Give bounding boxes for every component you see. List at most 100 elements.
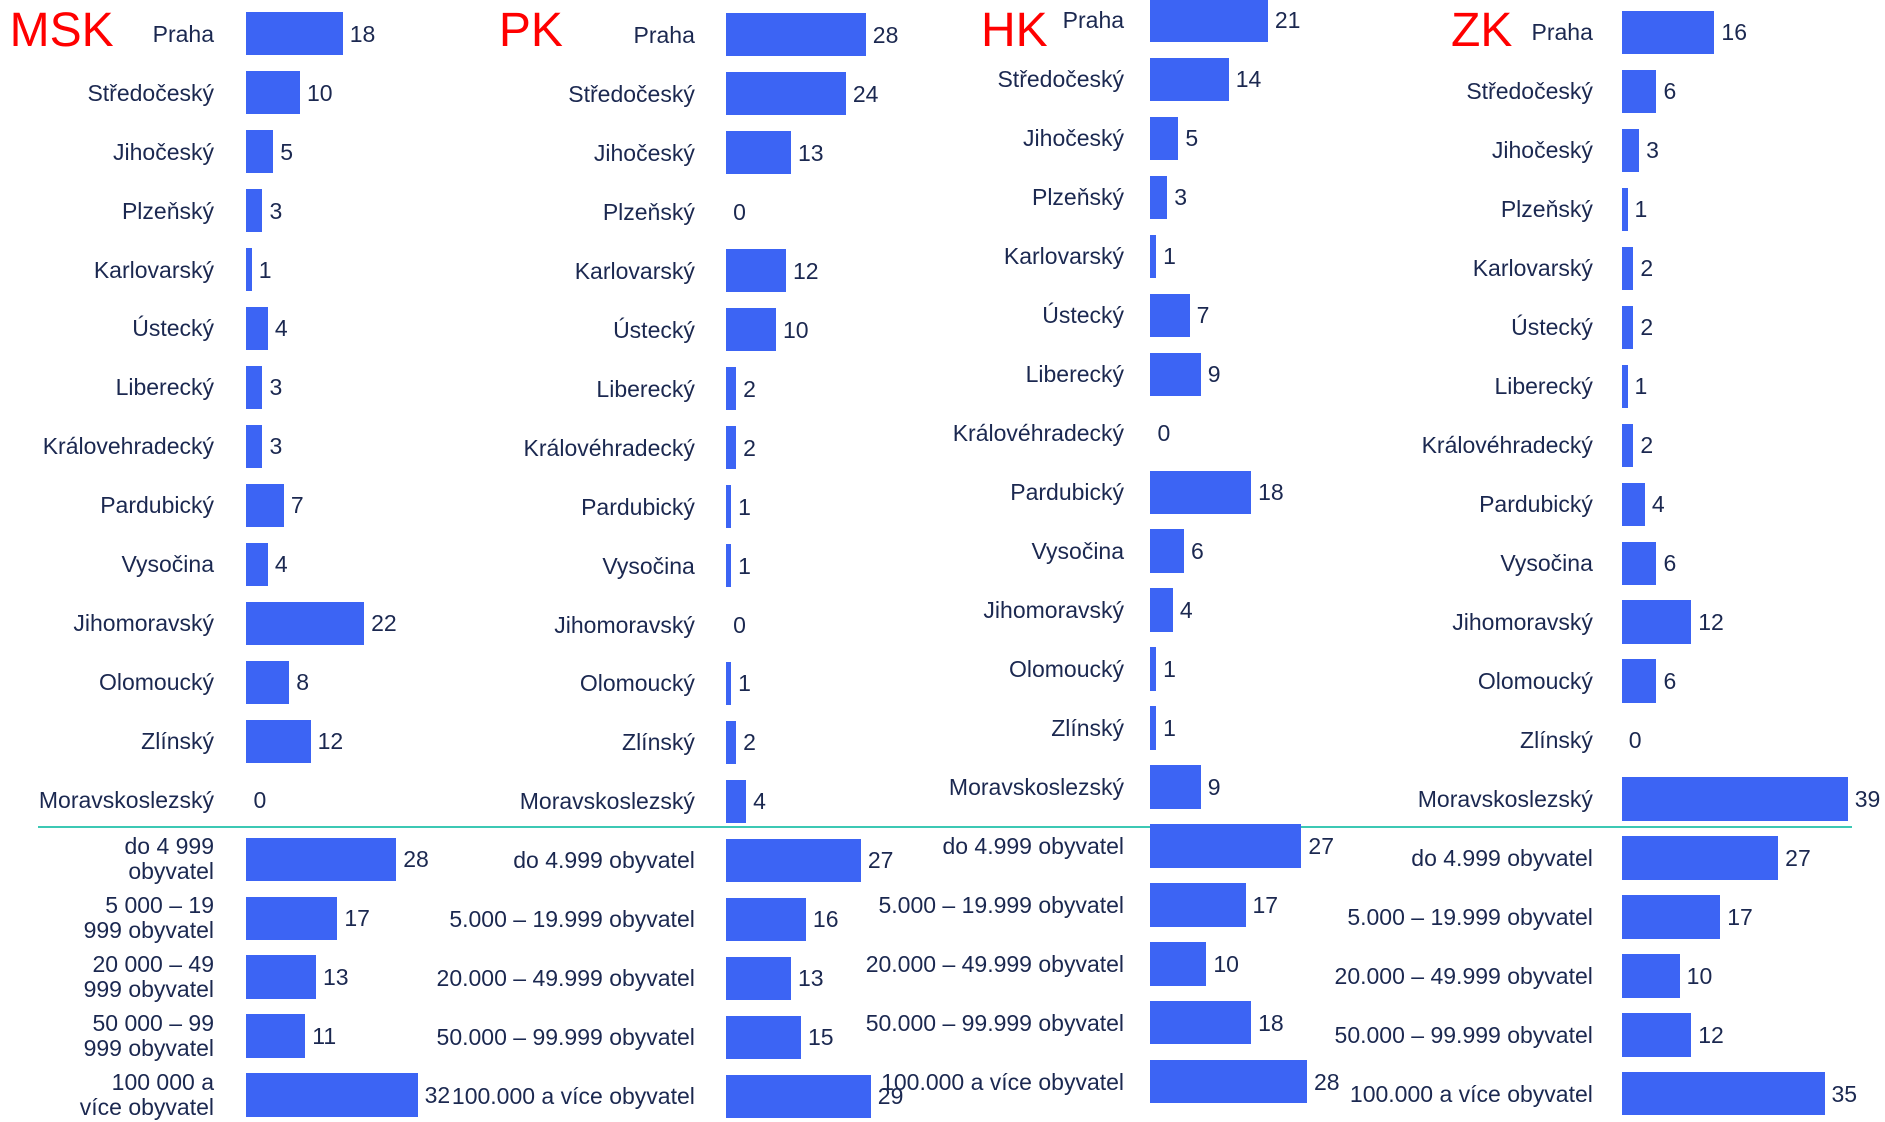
bar	[1621, 128, 1640, 173]
category-label: Ústecký	[613, 316, 695, 343]
chart-title: MSK	[9, 4, 114, 58]
category-label: Středočeský	[568, 80, 695, 107]
bar	[726, 1015, 801, 1059]
bar	[246, 12, 343, 56]
category-label: Plzeňský	[121, 197, 214, 224]
bar	[726, 956, 791, 1000]
bar	[246, 129, 274, 174]
bar	[726, 425, 737, 470]
value-label: 4	[274, 315, 288, 342]
bar	[1621, 836, 1779, 880]
category-label: Zlínský	[141, 728, 214, 755]
category-label: Karlovarský	[574, 257, 695, 284]
category-label: 100.000 a více obyvatel	[881, 1068, 1125, 1095]
category-label: Pardubický	[1479, 491, 1593, 518]
bar	[246, 542, 268, 586]
bar	[726, 13, 866, 57]
category-label: Zlínský	[1520, 727, 1593, 754]
value-label: 18	[349, 20, 376, 47]
category-label: Vysočina	[1500, 550, 1593, 577]
bar	[726, 1074, 871, 1118]
bar	[1621, 246, 1634, 290]
bar	[726, 661, 732, 706]
category-label: Praha	[1062, 7, 1125, 34]
bar	[1621, 10, 1715, 55]
value-label: 4	[274, 551, 288, 578]
category-label: 5 000 – 19 999 obyvatel	[83, 892, 214, 944]
category-label: Pardubický	[581, 493, 695, 520]
value-label: 2	[743, 729, 756, 756]
category-label: Olomoucký	[98, 669, 214, 696]
bar	[726, 249, 786, 293]
category-label: Jihomoravský	[554, 611, 695, 638]
value-label: 18	[1258, 1009, 1284, 1036]
bar	[246, 424, 263, 469]
category-label: 20 000 – 49 999 obyvatel	[83, 951, 214, 1003]
value-label: 7	[290, 492, 304, 519]
value-label: 16	[812, 906, 839, 933]
bar	[246, 306, 268, 351]
bar	[1150, 0, 1268, 43]
category-label: 100.000 a více obyvatel	[1349, 1080, 1593, 1107]
value-label: 9	[1207, 773, 1221, 800]
bar	[726, 484, 732, 529]
chart-title: HK	[980, 4, 1048, 58]
value-label: 2	[743, 434, 756, 461]
category-label: Moravskoslezský	[948, 773, 1125, 800]
category-label: Olomoucký	[1477, 668, 1593, 695]
category-label: 5.000 – 19.999 obyvatel	[1347, 903, 1593, 930]
category-label: Zlínský	[622, 729, 695, 756]
value-label: 29	[877, 1083, 904, 1110]
bar	[1150, 293, 1190, 337]
value-label: 32	[424, 1082, 451, 1109]
bar	[1621, 305, 1634, 349]
value-label: 3	[269, 197, 283, 224]
category-label: Olomoucký	[579, 670, 695, 697]
bar	[1150, 942, 1207, 986]
bar	[1621, 954, 1680, 998]
category-label: Jihočeský	[1023, 125, 1125, 152]
category-label: 50.000 – 99.999 obyvatel	[436, 1024, 695, 1051]
category-label: Karlovarský	[1003, 243, 1125, 270]
value-label: 13	[322, 964, 349, 991]
value-label: 8	[296, 669, 310, 696]
bar	[1621, 187, 1628, 231]
bar	[726, 543, 732, 588]
bar	[1150, 588, 1173, 632]
bar	[726, 131, 791, 175]
value-label: 0	[733, 198, 746, 225]
category-label: Středočeský	[87, 79, 214, 106]
value-label: 11	[312, 1023, 337, 1050]
value-label: 5	[1185, 125, 1199, 152]
category-label: Pardubický	[1010, 479, 1125, 506]
bar	[1621, 777, 1848, 821]
value-label: 12	[317, 728, 344, 755]
value-label: 1	[738, 493, 751, 520]
value-label: 12	[1698, 609, 1724, 636]
value-label: 0	[733, 611, 746, 638]
bar	[726, 720, 737, 765]
category-label: Moravskoslezský	[519, 788, 695, 815]
category-label: Jihočeský	[113, 138, 214, 165]
category-label: Královéhradecký	[952, 420, 1125, 447]
category-label: Královehradecký	[42, 433, 214, 460]
category-label: Jihočeský	[1491, 137, 1593, 164]
bar	[1150, 57, 1229, 102]
bar	[1150, 234, 1157, 278]
value-label: 1	[1163, 715, 1176, 742]
bar	[246, 365, 263, 410]
bar	[1621, 482, 1645, 526]
bar	[1621, 1072, 1825, 1116]
bar	[1621, 541, 1657, 585]
category-label: Praha	[152, 20, 214, 47]
value-label: 22	[371, 610, 397, 637]
category-label: 50.000 – 99.999 obyvatel	[865, 1009, 1125, 1036]
value-label: 35	[1831, 1080, 1858, 1107]
category-label: 5.000 – 19.999 obyvatel	[449, 906, 695, 933]
value-label: 18	[1258, 479, 1284, 506]
bar	[246, 955, 316, 999]
value-label: 13	[797, 139, 824, 166]
category-label: do 4.999 obyvatel	[1411, 844, 1593, 871]
value-label: 4	[1651, 491, 1665, 518]
